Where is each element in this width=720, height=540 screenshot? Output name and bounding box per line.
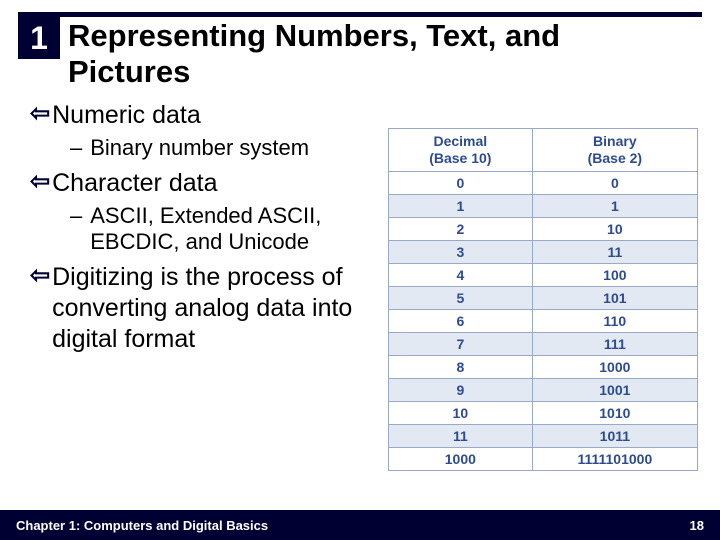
cell-bin: 10 xyxy=(532,217,697,240)
table-row: 4100 xyxy=(389,263,698,286)
table-row: 10001111101000 xyxy=(389,447,698,470)
content-area: ⇦ Numeric data – Binary number system ⇦ … xyxy=(30,100,375,359)
arrow-icon: ⇦ xyxy=(30,168,50,197)
table-row: 311 xyxy=(389,240,698,263)
header-line2: (Base 10) xyxy=(429,150,491,166)
header-line1: Decimal xyxy=(433,133,487,149)
cell-bin: 11 xyxy=(532,240,697,263)
cell-dec: 1 xyxy=(389,194,533,217)
bullet-item: ⇦ Numeric data xyxy=(30,100,375,131)
cell-bin: 111 xyxy=(532,332,697,355)
footer-chapter: Chapter 1: Computers and Digital Basics xyxy=(16,518,268,533)
header-rule xyxy=(18,12,702,17)
arrow-icon: ⇦ xyxy=(30,100,50,129)
conversion-table: Decimal (Base 10) Binary (Base 2) 00 11 … xyxy=(388,128,698,471)
cell-bin: 1 xyxy=(532,194,697,217)
slide-title: Representing Numbers, Text, and Pictures xyxy=(68,18,690,89)
chapter-number-box: 1 xyxy=(18,17,60,59)
cell-bin: 0 xyxy=(532,171,697,194)
cell-dec: 5 xyxy=(389,286,533,309)
sub-bullet-item: – ASCII, Extended ASCII, EBCDIC, and Uni… xyxy=(70,203,375,256)
table-row: 111011 xyxy=(389,424,698,447)
bullet-item: ⇦ Character data xyxy=(30,168,375,199)
header-line1: Binary xyxy=(593,133,637,149)
sub-bullet-text: ASCII, Extended ASCII, EBCDIC, and Unico… xyxy=(90,203,375,256)
cell-dec: 4 xyxy=(389,263,533,286)
cell-dec: 1000 xyxy=(389,447,533,470)
table-row: 5101 xyxy=(389,286,698,309)
sub-bullet-item: – Binary number system xyxy=(70,135,375,161)
footer-page-number: 18 xyxy=(690,518,704,533)
cell-bin: 100 xyxy=(532,263,697,286)
arrow-icon: ⇦ xyxy=(30,262,50,291)
table-row: 11 xyxy=(389,194,698,217)
table-header-binary: Binary (Base 2) xyxy=(532,129,697,172)
dash-icon: – xyxy=(70,135,82,161)
table-row: 00 xyxy=(389,171,698,194)
bullet-text: Character data xyxy=(52,168,217,199)
cell-bin: 110 xyxy=(532,309,697,332)
table-row: 6110 xyxy=(389,309,698,332)
bullet-item: ⇦ Digitizing is the process of convertin… xyxy=(30,262,375,356)
cell-bin: 101 xyxy=(532,286,697,309)
cell-dec: 8 xyxy=(389,355,533,378)
cell-dec: 11 xyxy=(389,424,533,447)
chapter-number: 1 xyxy=(30,20,48,57)
footer-bar: Chapter 1: Computers and Digital Basics … xyxy=(0,510,720,540)
sub-bullet-text: Binary number system xyxy=(90,135,309,161)
cell-bin: 1001 xyxy=(532,378,697,401)
cell-dec: 0 xyxy=(389,171,533,194)
dash-icon: – xyxy=(70,203,82,229)
cell-dec: 6 xyxy=(389,309,533,332)
cell-bin: 1011 xyxy=(532,424,697,447)
cell-bin: 1000 xyxy=(532,355,697,378)
cell-bin: 1010 xyxy=(532,401,697,424)
table-row: 91001 xyxy=(389,378,698,401)
conversion-table-wrap: Decimal (Base 10) Binary (Base 2) 00 11 … xyxy=(388,128,698,471)
cell-dec: 9 xyxy=(389,378,533,401)
table-header-decimal: Decimal (Base 10) xyxy=(389,129,533,172)
cell-dec: 2 xyxy=(389,217,533,240)
cell-dec: 10 xyxy=(389,401,533,424)
bullet-text: Digitizing is the process of converting … xyxy=(52,262,375,356)
table-header-row: Decimal (Base 10) Binary (Base 2) xyxy=(389,129,698,172)
cell-dec: 7 xyxy=(389,332,533,355)
table-row: 81000 xyxy=(389,355,698,378)
bullet-text: Numeric data xyxy=(52,100,201,131)
table-body: 00 11 210 311 4100 5101 6110 7111 81000 … xyxy=(389,171,698,470)
table-row: 101010 xyxy=(389,401,698,424)
table-row: 7111 xyxy=(389,332,698,355)
cell-bin: 1111101000 xyxy=(532,447,697,470)
header-line2: (Base 2) xyxy=(588,150,642,166)
cell-dec: 3 xyxy=(389,240,533,263)
table-row: 210 xyxy=(389,217,698,240)
